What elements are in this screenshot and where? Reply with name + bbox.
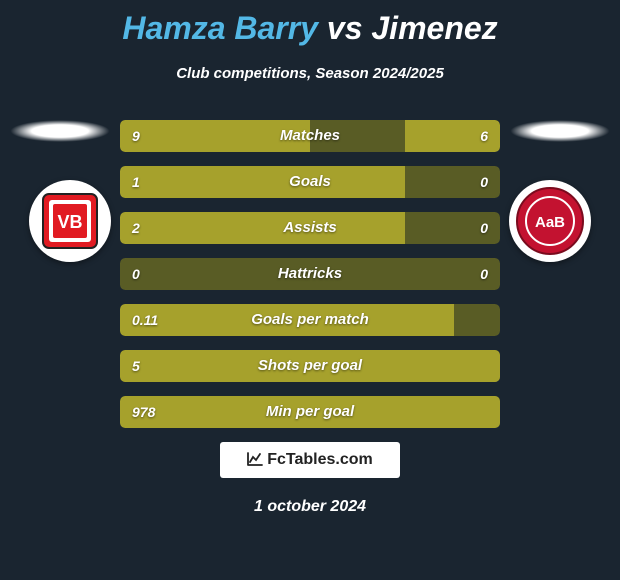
site-name: FcTables.com	[267, 451, 373, 469]
stat-left-value: 5	[120, 350, 152, 382]
stat-right-value: 0	[468, 212, 500, 244]
bar-left-fill	[120, 212, 405, 244]
svg-text:VB: VB	[57, 212, 82, 232]
bar-left-fill	[120, 350, 500, 382]
stat-right-value: 0	[468, 166, 500, 198]
player2-name: Jimenez	[371, 10, 497, 46]
stat-left-value: 9	[120, 120, 152, 152]
player1-name: Hamza Barry	[122, 10, 318, 46]
stat-right-value	[476, 396, 500, 428]
vs-text: vs	[327, 10, 363, 46]
stats-container: 96Matches10Goals20Assists00Hattricks0.11…	[120, 120, 500, 442]
stat-right-value: 0	[468, 258, 500, 290]
stat-row: 20Assists	[120, 212, 500, 244]
stat-left-value: 0	[120, 258, 152, 290]
team-right-logo: AaB	[509, 180, 591, 262]
subtitle: Club competitions, Season 2024/2025	[0, 65, 620, 82]
stat-row: 978Min per goal	[120, 396, 500, 428]
stat-row: 5Shots per goal	[120, 350, 500, 382]
chart-icon	[247, 452, 263, 469]
shadow-right	[510, 120, 610, 142]
stat-right-value: 6	[468, 120, 500, 152]
stat-left-value: 1	[120, 166, 152, 198]
shadow-left	[10, 120, 110, 142]
bar-base	[120, 258, 500, 290]
stat-right-value	[476, 304, 500, 336]
stat-left-value: 2	[120, 212, 152, 244]
bar-left-fill	[120, 166, 405, 198]
bar-left-fill	[120, 396, 500, 428]
team-left-logo: VB	[29, 180, 111, 262]
stat-row: 0.11Goals per match	[120, 304, 500, 336]
footer-date: 1 october 2024	[0, 498, 620, 516]
stat-left-value: 978	[120, 396, 167, 428]
stat-row: 96Matches	[120, 120, 500, 152]
stat-row: 00Hattricks	[120, 258, 500, 290]
stat-row: 10Goals	[120, 166, 500, 198]
stat-left-value: 0.11	[120, 304, 170, 336]
comparison-title: Hamza Barry vs Jimenez	[0, 0, 620, 47]
svg-text:AaB: AaB	[535, 214, 565, 231]
stat-right-value	[476, 350, 500, 382]
team-right-badge-icon: AaB	[515, 186, 585, 256]
site-badge: FcTables.com	[220, 442, 400, 478]
team-left-badge-icon: VB	[39, 190, 101, 252]
